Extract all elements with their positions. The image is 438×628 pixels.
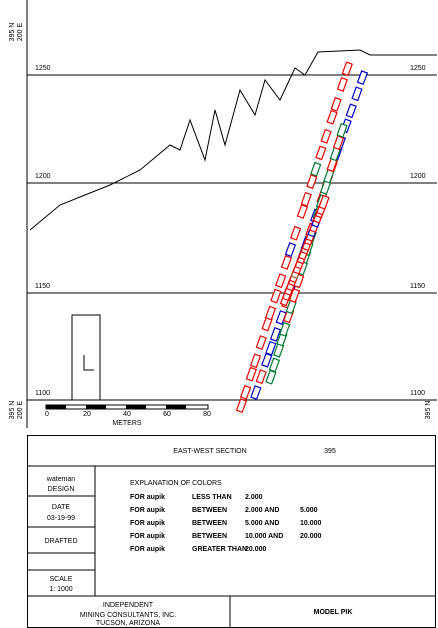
assay-box bbox=[270, 288, 282, 304]
designer: wateman bbox=[46, 476, 76, 483]
legend-text: 5.000 bbox=[300, 507, 318, 514]
legend-text: FOR aupik bbox=[130, 494, 165, 501]
legend-text: BETWEEN bbox=[192, 520, 227, 527]
assay-box bbox=[341, 61, 353, 77]
assay-box bbox=[235, 398, 248, 414]
assay-box bbox=[351, 86, 363, 102]
legend-text: 2.000 AND bbox=[245, 507, 279, 514]
elevation-label: 1200 bbox=[35, 173, 51, 180]
assay-box bbox=[296, 204, 309, 219]
scale-tick: 20 bbox=[83, 411, 91, 418]
assay-box bbox=[255, 335, 267, 350]
scale-tick: 0 bbox=[45, 411, 49, 418]
section-drawing: 395 N 200 E 395 N 200 E 395 N 1250 1250 … bbox=[9, 0, 437, 428]
model: MODEL PIK bbox=[314, 609, 353, 616]
company-city: TUCSON, ARIZONA bbox=[96, 620, 161, 627]
elevation-label: 1200 bbox=[410, 173, 426, 180]
scale-bar bbox=[46, 405, 66, 409]
assay-box bbox=[332, 135, 345, 151]
assay-box bbox=[300, 191, 312, 207]
legend-text: 5.000 AND bbox=[245, 520, 279, 527]
assay-box bbox=[245, 366, 257, 382]
scale-bar bbox=[86, 405, 106, 409]
assay-box bbox=[336, 76, 349, 92]
assay-box bbox=[345, 103, 357, 119]
assay-box bbox=[288, 288, 301, 303]
label: DATE bbox=[52, 504, 70, 511]
elevation-label: 1250 bbox=[35, 65, 51, 72]
adit-symbol bbox=[71, 314, 101, 401]
assay-box bbox=[356, 70, 369, 86]
legend-text: BETWEEN bbox=[192, 533, 227, 540]
legend-text: FOR aupik bbox=[130, 507, 165, 514]
scale-tick: 80 bbox=[203, 411, 211, 418]
assay-box bbox=[268, 357, 281, 373]
elevation-label: 1250 bbox=[410, 65, 426, 72]
assay-box bbox=[275, 273, 287, 289]
legend: FOR aupik LESS THAN 2.000 FOR aupik BETWEEN 2… bbox=[130, 494, 322, 553]
legend-text: BETWEEN bbox=[192, 507, 227, 514]
title-block: EAST-WEST SECTION 395 wateman DESIGN DAT… bbox=[27, 435, 436, 628]
assay-box bbox=[279, 321, 291, 337]
assay-box bbox=[306, 174, 318, 190]
section-label: 395 N bbox=[9, 23, 16, 42]
company-sub: MINING CONSULTANTS, INC. bbox=[80, 612, 176, 619]
assay-box bbox=[255, 369, 267, 385]
title: EAST-WEST SECTION bbox=[173, 448, 246, 455]
assay-box bbox=[284, 242, 297, 258]
assay-box bbox=[264, 305, 277, 321]
elevation-label: 1150 bbox=[35, 283, 50, 290]
section-number: 395 bbox=[324, 448, 336, 455]
legend-text: 20.000 bbox=[300, 533, 322, 540]
scale-unit: METERS bbox=[112, 420, 142, 427]
assay-box bbox=[265, 340, 277, 356]
legend-text: FOR aupik bbox=[130, 546, 165, 553]
legend-text: 10.000 bbox=[300, 520, 322, 527]
scale-tick: 40 bbox=[123, 411, 131, 418]
assay-box bbox=[318, 194, 330, 210]
elevation-label: 1100 bbox=[35, 390, 50, 397]
company: INDEPENDENT bbox=[103, 602, 154, 609]
legend-text: 20.000 bbox=[245, 546, 267, 553]
label: DESIGN bbox=[48, 486, 75, 493]
easting-label: 200 E bbox=[17, 401, 24, 420]
assay-box bbox=[239, 384, 252, 400]
scale-tick: 60 bbox=[163, 411, 171, 418]
assay-box bbox=[250, 385, 262, 400]
label: SCALE bbox=[50, 576, 73, 583]
date: 03-19-99 bbox=[47, 515, 75, 522]
assay-box bbox=[289, 225, 302, 241]
assay-box bbox=[280, 255, 293, 270]
assay-box bbox=[249, 353, 262, 369]
scale: 1: 1000 bbox=[49, 586, 72, 593]
easting-label: 200 E bbox=[17, 23, 24, 42]
elevation-label: 1100 bbox=[410, 390, 425, 397]
assay-box bbox=[310, 161, 322, 177]
legend-text: LESS THAN bbox=[192, 494, 232, 501]
section-label: 395 N bbox=[425, 401, 432, 420]
assay-box bbox=[336, 122, 348, 138]
legend-text: GREATER THAN bbox=[192, 546, 247, 553]
assay-box bbox=[315, 145, 327, 161]
legend-text: 2.000 bbox=[245, 494, 263, 501]
scale-bar bbox=[126, 405, 146, 409]
legend-title: EXPLANATION OF COLORS bbox=[130, 480, 222, 487]
legend-text: FOR aupik bbox=[130, 533, 165, 540]
scale-bar bbox=[166, 405, 186, 409]
assay-box bbox=[330, 96, 342, 112]
assay-box bbox=[265, 369, 277, 385]
legend-text: 10.000 AND bbox=[245, 533, 283, 540]
topography bbox=[29, 49, 437, 231]
assay-box bbox=[320, 128, 332, 144]
symbol bbox=[83, 355, 94, 371]
assay-box bbox=[326, 109, 338, 125]
title-box bbox=[27, 435, 436, 628]
section-label: 395 N bbox=[9, 401, 16, 420]
legend-text: FOR aupik bbox=[130, 520, 165, 527]
assay-box bbox=[269, 326, 282, 342]
label: DRAFTED bbox=[44, 538, 77, 545]
elevation-label: 1150 bbox=[410, 283, 425, 290]
assay-box bbox=[261, 352, 273, 368]
